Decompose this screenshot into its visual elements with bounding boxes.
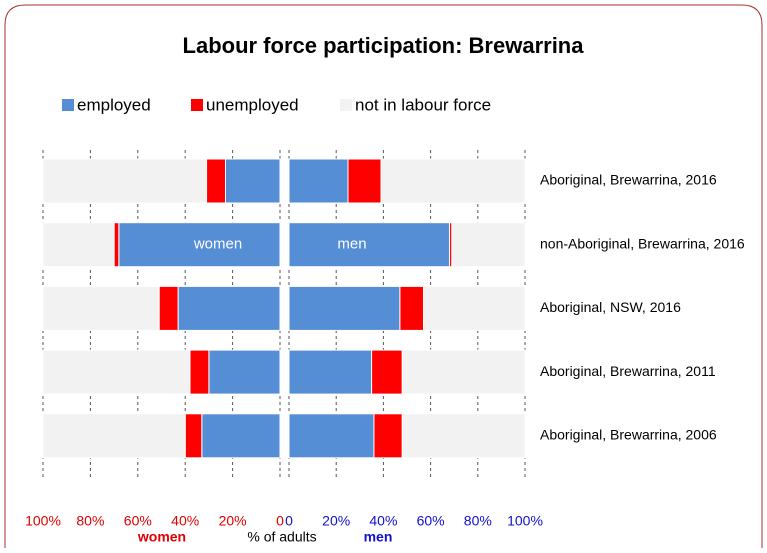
bar-segment: [42, 413, 186, 459]
x-tick-label: 100%: [507, 513, 543, 529]
bar-segment: [42, 222, 115, 268]
panel-label: men: [364, 529, 393, 545]
bar-segment: [401, 349, 526, 395]
chart-border: [4, 4, 763, 548]
category-label: Aboriginal, Brewarrina, 2011: [540, 363, 716, 379]
bar-segment: [399, 285, 425, 331]
bar-segment: [158, 285, 179, 331]
bar-segment: [347, 158, 382, 204]
bar-segment: [423, 285, 526, 331]
bar-segment: [208, 349, 281, 395]
x-tick-label: 40%: [369, 513, 397, 529]
x-tick-label: 20%: [219, 513, 247, 529]
x-tick-label: 0: [276, 513, 284, 529]
bar-inner-label: men: [337, 236, 366, 253]
chart-title: Labour force participation: Brewarrina: [183, 33, 585, 58]
x-tick-label: 80%: [76, 513, 104, 529]
x-tick-label: 20%: [322, 513, 350, 529]
legend-label: employed: [77, 95, 151, 114]
x-tick-label: 80%: [464, 513, 492, 529]
bar-segment: [42, 349, 191, 395]
bar-segment: [184, 413, 203, 459]
bar-segment: [288, 413, 375, 459]
bar-segment: [118, 222, 281, 268]
bar-segment: [206, 158, 226, 204]
x-tick-label: 40%: [171, 513, 199, 529]
legend-label: unemployed: [206, 95, 299, 114]
category-label: Aboriginal, Brewarrina, 2016: [540, 172, 717, 188]
bar-segment: [177, 285, 281, 331]
bar-segment: [373, 413, 403, 459]
x-axis-label: % of adults: [247, 529, 316, 545]
bar-segment: [42, 158, 208, 204]
bar-segment: [380, 158, 526, 204]
bar-segment: [42, 285, 160, 331]
legend-swatch: [62, 99, 74, 111]
bar-segment: [189, 349, 210, 395]
bar-segment: [451, 222, 526, 268]
bar-segment: [288, 222, 450, 268]
x-tick-label: 60%: [417, 513, 445, 529]
legend-label: not in labour force: [355, 95, 491, 114]
x-tick-label: 60%: [124, 513, 152, 529]
bar-segment: [201, 413, 281, 459]
category-label: Aboriginal, Brewarrina, 2006: [540, 427, 717, 443]
legend-swatch: [340, 99, 352, 111]
x-tick-label: 0: [285, 513, 293, 529]
x-tick-label: 100%: [25, 513, 61, 529]
panel-label: women: [137, 529, 186, 545]
bar-segment: [401, 413, 526, 459]
bar-inner-label: women: [193, 236, 242, 253]
category-label: Aboriginal, NSW, 2016: [540, 299, 681, 315]
bar-segment: [371, 349, 403, 395]
bar-segment: [288, 349, 373, 395]
legend-swatch: [191, 99, 203, 111]
bar-segment: [224, 158, 281, 204]
bar-segment: [288, 158, 349, 204]
category-label: non-Aboriginal, Brewarrina, 2016: [540, 235, 745, 251]
bar-segment: [113, 222, 120, 268]
bar-segment: [288, 285, 401, 331]
